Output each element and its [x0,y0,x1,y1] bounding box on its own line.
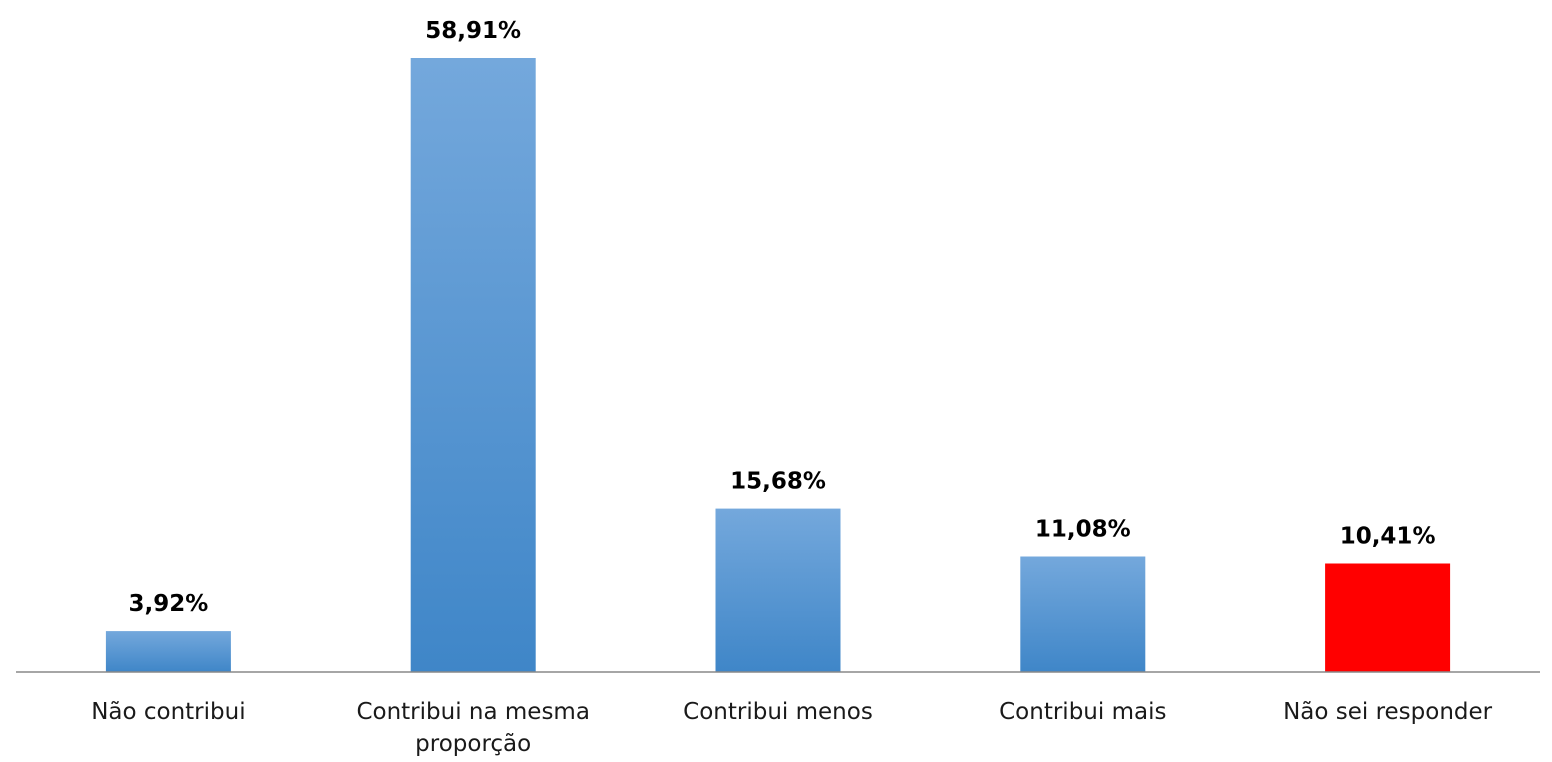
category-label-2: Contribui na mesma proporção [356,699,589,757]
data-label-2: 58,91% [425,18,521,44]
category-label-2-line-2: proporção [415,731,531,757]
category-label-4-line-1: Contribui mais [999,699,1166,725]
bar-3 [715,508,841,672]
value-labels-group: 3,92% 58,91% 15,68% 11,08% 10,41% [129,18,1436,617]
category-label-3-line-1: Contribui menos [683,699,873,725]
bar-4 [1020,556,1146,672]
bar-5 [1325,563,1451,672]
category-labels-group: Não contribui Contribui na mesma proporção… [91,699,1492,757]
data-label-5: 10,41% [1340,524,1436,550]
category-label-1: Não contribui [91,699,245,725]
category-label-5: Não sei responder [1283,699,1493,725]
category-label-3: Contribui menos [683,699,873,725]
category-label-5-line-1: Não sei responder [1283,699,1493,725]
bar-2 [410,58,536,672]
bar-1 [105,631,231,672]
data-label-1: 3,92% [129,591,209,617]
data-label-3: 15,68% [730,469,826,495]
bars-group [105,58,1451,672]
data-label-4: 11,08% [1035,517,1131,543]
category-label-4: Contribui mais [999,699,1166,725]
category-label-1-line-1: Não contribui [91,699,245,725]
category-label-2-line-1: Contribui na mesma [356,699,589,725]
